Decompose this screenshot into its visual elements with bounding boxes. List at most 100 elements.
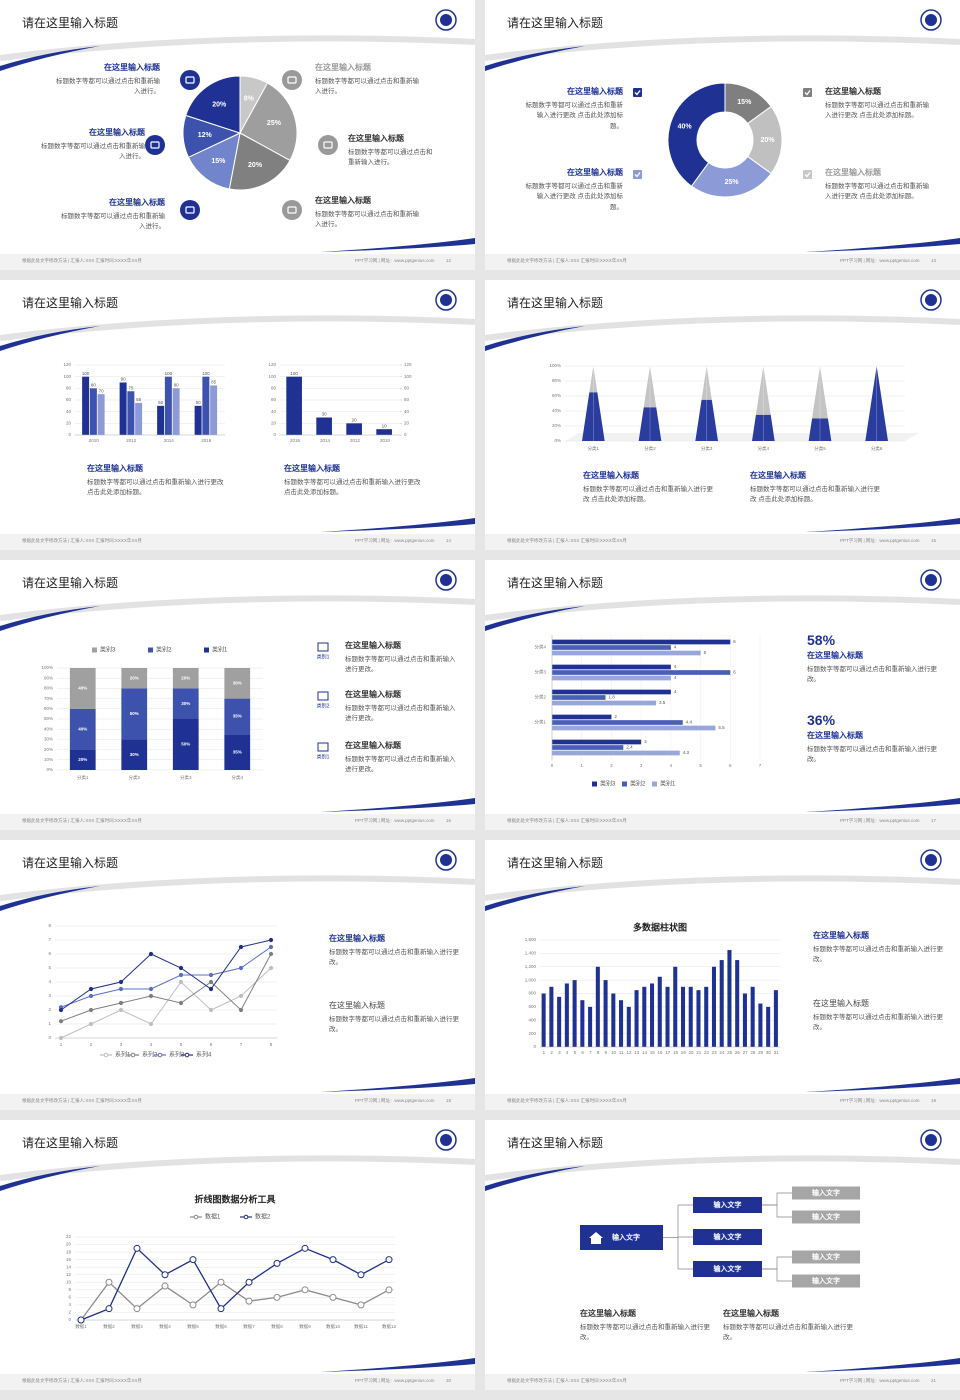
icon-glyph [287,206,297,214]
legend-label: 类别2 [156,646,172,654]
footer-swoosh [320,1078,475,1092]
value-label: 2 [614,714,617,719]
slide: 0 2 4 6 8 10 12 14 16 18 20 22 数据1 数据2 数据3 数据4 数据5 数据6 数据7… [0,1120,475,1390]
slide: 0% 20% 40% 60% 80% 100% 分类1 分类2 分类3 分类4 分类5 分类6 请在这里… [485,280,960,550]
icon-glyph [150,141,160,149]
value-label: 90 [121,377,127,382]
point [118,986,124,992]
bar [603,980,608,1047]
text-block: 在这里输入标题 标题数字等都可以通过点击和重新输入进行更改 点击此处添加标题。 [525,86,624,132]
point [133,1305,141,1313]
checkmark [634,172,641,178]
y-tick-label: 4 [48,979,51,984]
bar-segment [172,719,199,770]
legend-label: 数据1 [205,1213,221,1221]
value-label: 40% [78,686,87,691]
y-tick-label: 16 [66,1257,72,1262]
y-tick-label: 70% [44,696,53,701]
block-title: 在这里输入标题 [284,464,340,473]
x-tick-label: 数据1 [75,1323,87,1330]
y-tick-label: 600 [528,1004,536,1009]
x-tick-label: 2014 [320,438,331,443]
bar-segment [224,734,251,770]
bar [157,405,165,435]
x-tick-label: 1 [60,1042,63,1047]
slide-title: 请在这里输入标题 [22,576,119,590]
point [357,1301,365,1309]
slide-title: 请在这里输入标题 [507,16,604,30]
y-tick-label: 40% [44,726,53,731]
value-label: 50 [158,400,164,405]
logo-inner [440,1134,452,1146]
value-label: 50% [181,742,190,747]
chart-title: 折线图数据分析工具 [194,1193,275,1204]
value-label: 30% [181,701,190,706]
pie-slice [228,132,291,191]
legend-label: 系列2 [142,1051,158,1059]
x-tick-label: 26 [735,1050,741,1055]
bar [210,385,218,435]
block-title: 在这里输入标题 [315,63,371,72]
text-block: 在这里输入标题 标题数字等都可以通过点击和重新输入进行更改。 [345,640,460,676]
block-title: 在这里输入标题 [580,1309,636,1318]
point [88,1021,94,1027]
x-tick-label: 分类1 [77,774,89,781]
icon [282,70,302,90]
value-label: 50 [196,400,202,405]
bar [135,402,143,435]
value-label: 20 [352,418,358,423]
value-label: 3 [644,739,647,744]
bar [626,1006,631,1047]
slide: 0 200 400 600 800 1,000 1,200 1,400 1,600 多数据柱状图 1… [485,840,960,1110]
footer-swoosh [805,1078,960,1092]
point [217,1305,225,1313]
block-body: 标题数字等都可以通过点击和重新输入进行更改 点击此处添加标题。 [525,183,624,211]
x-tick-label: 8 [597,1050,600,1055]
x-tick-label: 4 [566,1050,569,1055]
pie-slice [667,82,726,187]
legend-swatch [622,781,627,787]
block-body: 标题数字等都可以通过点击和重新输入进行更改 点击此处添加标题。 [284,479,421,497]
footer-bar [0,814,475,830]
value-label: 6 [733,670,736,675]
slide: 15% 20% 25% 40% 请在这里输入标题 根据此处文字修改方法 | 汇报人:XXX… [485,0,960,270]
footer-right: PPT学习网 | 网址：www.pptgenius.com [355,818,435,823]
x-tick-label: 10 [611,1050,617,1055]
value-label: 100 [290,371,298,376]
y-tick-label: 60% [552,393,561,398]
value-label: 2.4 [626,745,633,750]
y-tick-label: 7 [48,937,51,942]
header-curve [485,315,960,341]
footer-bar [485,534,960,550]
y-tick-label: 22 [66,1234,72,1239]
bar-segment [69,749,96,770]
header-curve [0,315,475,341]
stat-value: 36% [807,712,836,728]
y-tick-label: 200 [528,1031,536,1036]
logo-inner [925,14,937,26]
pie-slice [185,75,241,134]
legend-marker [243,1214,249,1220]
y-tick-label: 40 [271,409,277,414]
icon-label: 类别2 [317,702,330,709]
y-tick-label: 60% [44,706,53,711]
page-number: 14 [446,538,452,543]
bar [552,675,671,681]
x-tick-label: 22 [704,1050,710,1055]
slide: 0 20 40 60 80 100 120 100 90 50 50 80 75 100 100 70 55 80… [0,280,475,550]
y-tick-label: 6 [48,951,51,956]
y-category-label: 分类1 [534,719,546,726]
x-tick-label: 16 [657,1050,663,1055]
bar [286,376,302,435]
x-tick-label: 31 [774,1050,780,1055]
footer-bar [485,1374,960,1390]
bar [750,986,755,1047]
point [148,986,154,992]
series-line [60,946,272,1008]
point [189,1256,197,1264]
text-block: 在这里输入标题 标题数字等都可以通过点击和重新输入进行更改 点击此处添加标题。 [583,470,718,506]
footer-swoosh [805,1358,960,1372]
x-tick-label: 1 [580,763,583,768]
bar-segment [69,668,96,709]
